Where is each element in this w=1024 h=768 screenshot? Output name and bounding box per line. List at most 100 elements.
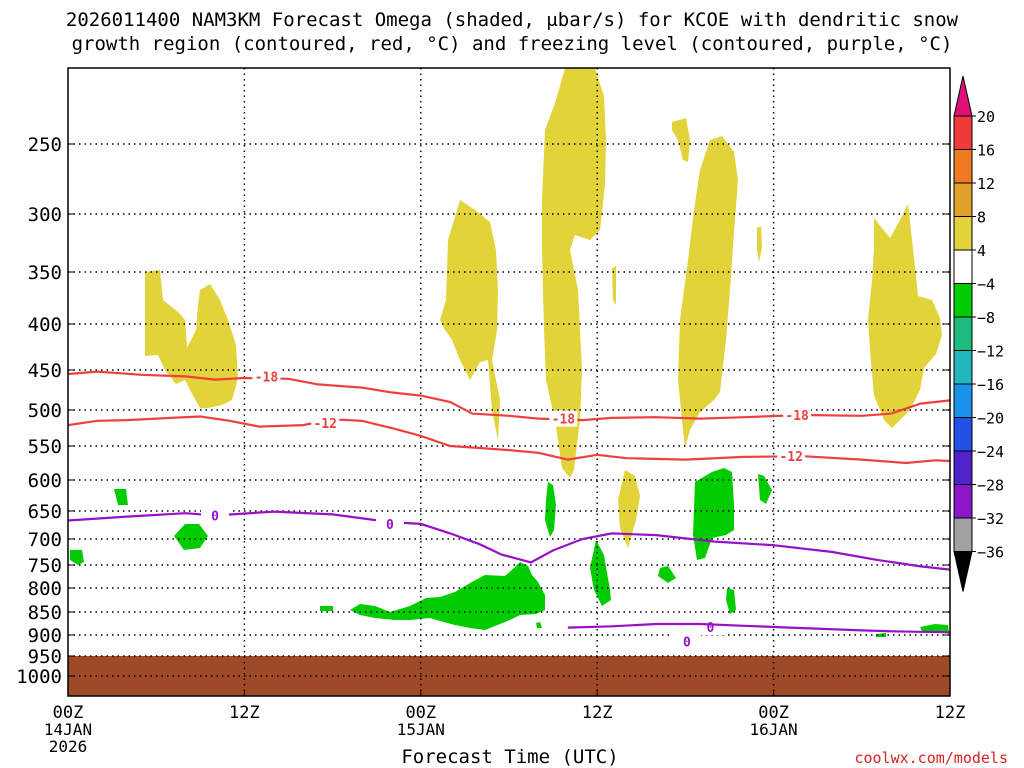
- contour-label-bg: [783, 407, 812, 424]
- y-axis-tick-labels: 2503003504004505005506006507007508008509…: [16, 134, 950, 688]
- omega-negative-area: [758, 474, 772, 504]
- contour-label: -12: [314, 417, 337, 432]
- colorbar-segment: [953, 484, 973, 519]
- colorbar-segment: [953, 216, 973, 251]
- omega-negative-area: [590, 540, 611, 606]
- omega-negative-area: [876, 633, 886, 637]
- contour-label: -18: [552, 413, 576, 428]
- omega-positive-area: [868, 204, 942, 428]
- omega-positive-area: [440, 200, 500, 440]
- colorbar-label: −24: [977, 443, 1004, 461]
- colorbar-label: 12: [977, 175, 995, 193]
- contour-line: [67, 510, 951, 571]
- plot-frame: [67, 67, 951, 697]
- colorbar-label: 4: [977, 242, 986, 260]
- colorbar-label: −4: [977, 276, 995, 294]
- omega-positive-area: [542, 68, 606, 478]
- colorbar-label: −32: [977, 510, 1004, 528]
- y-tick-label: 250: [28, 134, 62, 156]
- y-tick-label: 850: [28, 602, 62, 624]
- colorbar-segment: [953, 115, 973, 150]
- y-tick-label: 500: [28, 400, 62, 422]
- contour-label-bg: [201, 507, 229, 524]
- omega-positive-area: [145, 270, 188, 384]
- colorbar-segment: [953, 350, 973, 385]
- x-tick-label: 12Z: [935, 703, 966, 723]
- contour-label: -18: [785, 409, 809, 424]
- contour-label: -12: [779, 450, 802, 465]
- contour-label: 0: [706, 621, 714, 636]
- contour-label: 0: [683, 635, 691, 650]
- colorbar-label: −16: [977, 376, 1004, 394]
- positive-omega-shading: [145, 68, 942, 548]
- chart-title-line2: growth region (contoured, red, °C) and f…: [72, 33, 953, 55]
- x-tick-label: 00Z: [758, 703, 789, 723]
- y-tick-label: 450: [28, 360, 62, 382]
- colorbar-label: 8: [977, 209, 986, 227]
- colorbar: 20 16 12 8 4 −4 −8 −12 −16 −20 −24 −28 −32 −36: [953, 75, 1004, 592]
- omega-negative-area: [693, 468, 734, 560]
- omega-positive-area: [672, 118, 690, 162]
- y-tick-label: 800: [28, 578, 62, 600]
- contour-label-bg: [311, 414, 340, 431]
- contour-label-bg: [549, 410, 578, 427]
- x-tick-label: 15JAN: [397, 720, 445, 739]
- y-tick-label: 950: [28, 646, 62, 668]
- colorbar-segment: [953, 249, 973, 284]
- y-tick-label: 600: [28, 470, 62, 492]
- y-tick-label: 750: [28, 555, 62, 577]
- contour-label-bg: [252, 368, 281, 385]
- omega-negative-area: [320, 606, 333, 611]
- x-tick-label: 00Z: [405, 703, 436, 723]
- contour-label: -18: [255, 370, 279, 385]
- contour-label: 0: [211, 509, 219, 524]
- x-tick-label: 16JAN: [750, 720, 798, 739]
- colorbar-segment: [953, 450, 973, 485]
- colorbar-label: 16: [977, 142, 995, 160]
- colorbar-label: −8: [977, 309, 995, 327]
- omega-negative-area: [70, 550, 84, 565]
- colorbar-bottom-arrow: [953, 551, 973, 592]
- colorbar-segment: [953, 316, 973, 351]
- omega-negative-area: [536, 622, 542, 628]
- colorbar-label: −36: [977, 544, 1004, 562]
- y-tick-label: 550: [28, 436, 62, 458]
- omega-negative-area: [545, 482, 556, 537]
- contour-label-bg: [672, 633, 701, 650]
- x-tick-label: 12Z: [229, 703, 260, 723]
- colorbar-label: 20: [977, 108, 995, 126]
- contour-label-bg: [375, 515, 404, 532]
- vertical-gridlines: [243, 68, 775, 696]
- contour-line: [567, 622, 951, 634]
- omega-negative-area: [174, 524, 208, 550]
- y-tick-label: 400: [28, 314, 62, 336]
- colorbar-segment: [953, 149, 973, 184]
- y-tick-label: 650: [28, 501, 62, 523]
- y-tick-label: 700: [28, 529, 62, 551]
- colorbar-segment: [953, 182, 973, 217]
- omega-negative-area: [350, 562, 545, 630]
- x-tick-label: 14JAN: [44, 720, 92, 739]
- x-tick-label: 2026: [49, 737, 88, 756]
- chart-title-line1: 2026011400 NAM3KM Forecast Omega (shaded…: [66, 9, 959, 31]
- colorbar-segment: [953, 383, 973, 418]
- negative-omega-shading: [70, 468, 949, 637]
- y-tick-label: 900: [28, 625, 62, 647]
- omega-negative-area: [726, 588, 736, 614]
- contour-label: 0: [386, 518, 394, 533]
- colorbar-segment: [953, 417, 973, 452]
- colorbar-top-arrow: [953, 75, 973, 117]
- omega-positive-area: [757, 226, 762, 262]
- omega-negative-area: [658, 566, 676, 583]
- colorbar-label: −28: [977, 477, 1004, 495]
- x-tick-label: 12Z: [582, 703, 613, 723]
- x-axis-label: Forecast Time (UTC): [401, 746, 618, 768]
- colorbar-segment: [953, 517, 973, 552]
- contour-label-bg: [777, 448, 806, 465]
- colorbar-label: −20: [977, 410, 1004, 428]
- omega-positive-area: [612, 266, 616, 305]
- horizontal-gridlines: [68, 143, 950, 677]
